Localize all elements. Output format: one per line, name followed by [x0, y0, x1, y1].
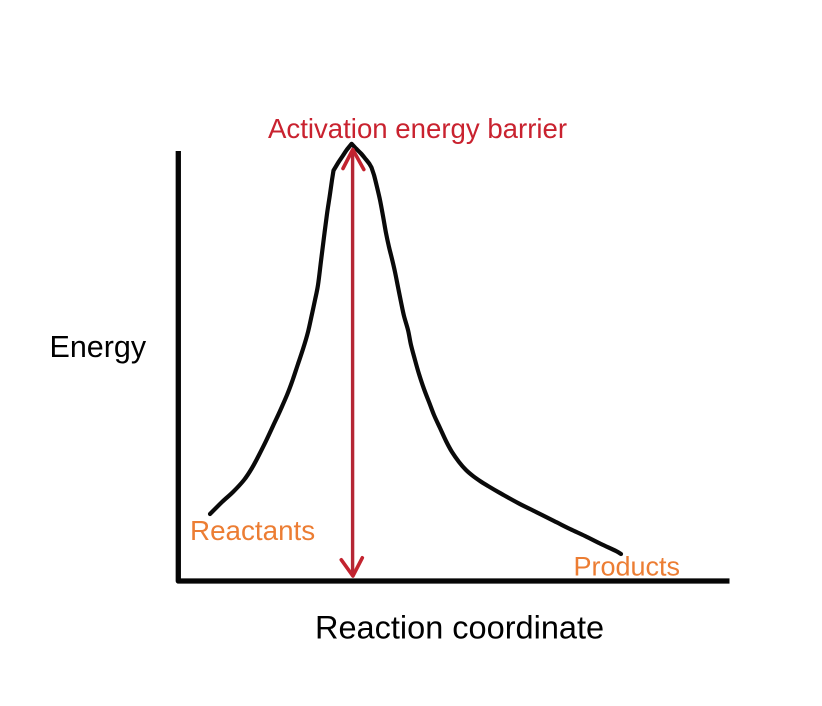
svg-text:Energy: Energy — [50, 330, 147, 364]
svg-text:Products: Products — [574, 552, 681, 582]
svg-text:Reaction coordinate: Reaction coordinate — [315, 610, 604, 646]
svg-text:Reactants: Reactants — [190, 515, 315, 546]
svg-text:Activation energy barrier: Activation energy barrier — [268, 113, 567, 144]
